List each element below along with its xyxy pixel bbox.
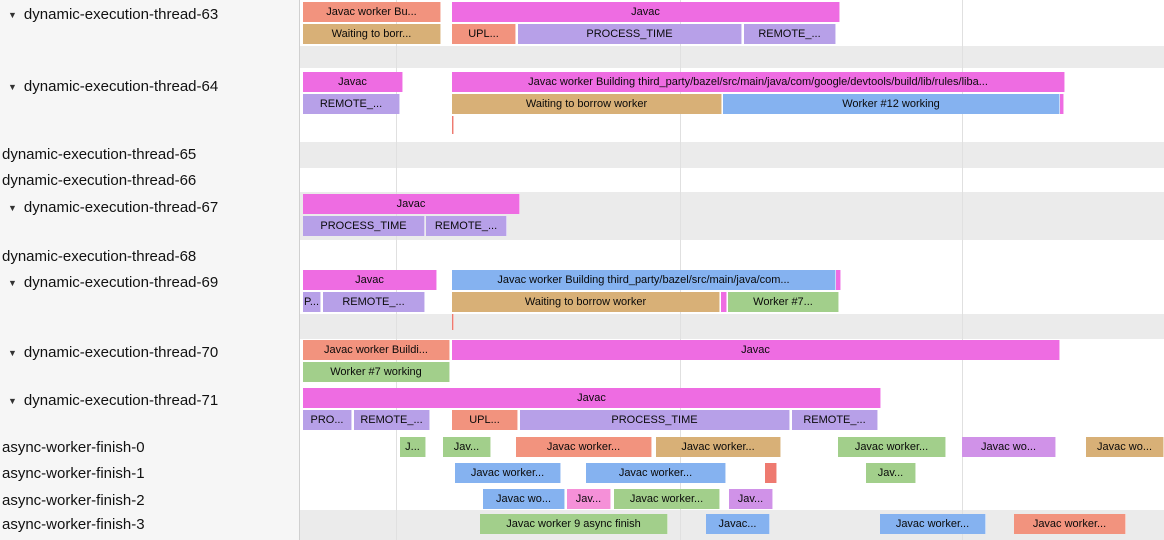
track-row[interactable]: async-worker-finish-0 [0, 437, 299, 459]
trace-slice-sliver[interactable] [721, 292, 727, 312]
trace-slice[interactable]: REMOTE_... [354, 410, 430, 430]
trace-slice[interactable]: Javac... [706, 514, 770, 534]
trace-slice[interactable]: Worker #7 working [303, 362, 450, 382]
track-row[interactable]: ▼ dynamic-execution-thread-67 [0, 197, 299, 219]
row-band [300, 142, 1164, 168]
trace-slice[interactable]: Javac [452, 2, 840, 22]
track-label: dynamic-execution-thread-64 [23, 78, 219, 95]
trace-slice[interactable]: Jav... [729, 489, 773, 509]
trace-slice[interactable]: Javac worker... [880, 514, 986, 534]
track-row[interactable]: async-worker-finish-2 [0, 490, 299, 512]
trace-slice[interactable]: Javac [303, 388, 881, 408]
trace-slice[interactable]: PROCESS_TIME [303, 216, 425, 236]
track-row[interactable]: ▼ dynamic-execution-thread-63 [0, 4, 299, 26]
trace-slice[interactable]: Javac worker Building third_party/bazel/… [452, 72, 1065, 92]
trace-slice[interactable]: Javac wo... [483, 489, 565, 509]
trace-slice[interactable]: Javac worker... [614, 489, 720, 509]
trace-slice[interactable]: P... [303, 292, 321, 312]
trace-slice[interactable]: Jav... [866, 463, 916, 483]
row-band [300, 46, 1164, 68]
trace-slice[interactable]: Javac [303, 194, 520, 214]
trace-slice[interactable]: Jav... [567, 489, 611, 509]
trace-slice[interactable]: Javac worker... [586, 463, 726, 483]
row-band [300, 314, 1164, 339]
trace-slice[interactable]: PROCESS_TIME [518, 24, 742, 44]
track-row[interactable]: dynamic-execution-thread-68 [0, 246, 299, 268]
disclosure-triangle-icon[interactable]: ▼ [8, 82, 17, 92]
trace-slice-sliver[interactable] [452, 116, 454, 134]
trace-slice[interactable]: Javac worker Buildi... [303, 340, 450, 360]
trace-slice[interactable]: Javac worker Building third_party/bazel/… [452, 270, 836, 290]
disclosure-triangle-icon[interactable]: ▼ [8, 10, 17, 20]
trace-slice[interactable]: Worker #7... [728, 292, 839, 312]
track-sidebar: ▼ dynamic-execution-thread-63 ▼ dynamic-exe… [0, 0, 300, 540]
track-row[interactable]: async-worker-finish-1 [0, 463, 299, 485]
track-row[interactable]: ▼ dynamic-execution-thread-69 [0, 272, 299, 294]
track-label: dynamic-execution-thread-65 [2, 146, 197, 163]
disclosure-triangle-icon[interactable]: ▼ [8, 396, 17, 406]
trace-slice[interactable]: J... [400, 437, 426, 457]
disclosure-triangle-icon[interactable]: ▼ [8, 203, 17, 213]
track-label: dynamic-execution-thread-71 [23, 392, 219, 409]
trace-slice[interactable]: Javac [303, 72, 403, 92]
track-label: dynamic-execution-thread-68 [2, 248, 197, 265]
track-label: dynamic-execution-thread-63 [23, 6, 219, 23]
track-row[interactable]: ▼ dynamic-execution-thread-64 [0, 76, 299, 98]
track-row[interactable]: ▼ dynamic-execution-thread-70 [0, 342, 299, 364]
trace-slice[interactable]: Javac [303, 270, 437, 290]
trace-slice[interactable]: Javac worker... [656, 437, 781, 457]
track-label: dynamic-execution-thread-69 [23, 274, 219, 291]
trace-slice[interactable]: Javac [452, 340, 1060, 360]
track-label: dynamic-execution-thread-70 [23, 344, 219, 361]
track-label: dynamic-execution-thread-66 [2, 172, 197, 189]
trace-slice[interactable]: Javac worker... [455, 463, 561, 483]
trace-slice[interactable]: Waiting to borrow worker [452, 292, 720, 312]
trace-slice[interactable]: Javac worker... [838, 437, 946, 457]
trace-slice-sliver[interactable] [1060, 94, 1064, 114]
trace-slice[interactable]: REMOTE_... [426, 216, 507, 236]
trace-slice[interactable]: UPL... [452, 24, 516, 44]
trace-slice[interactable]: REMOTE_... [323, 292, 425, 312]
track-label: async-worker-finish-0 [2, 439, 145, 456]
trace-slice[interactable]: Javac wo... [962, 437, 1056, 457]
trace-slice[interactable]: Waiting to borrow worker [452, 94, 722, 114]
trace-slice[interactable]: PROCESS_TIME [520, 410, 790, 430]
time-gridline [962, 0, 963, 540]
trace-slice[interactable]: REMOTE_... [792, 410, 878, 430]
trace-slice-sliver[interactable] [765, 463, 777, 483]
track-row[interactable]: dynamic-execution-thread-66 [0, 170, 299, 192]
trace-slice-sliver[interactable] [452, 314, 454, 330]
trace-slice[interactable]: PRO... [303, 410, 352, 430]
trace-slice[interactable]: Waiting to borr... [303, 24, 441, 44]
trace-slice-sliver[interactable] [836, 270, 841, 290]
track-row[interactable]: ▼ dynamic-execution-thread-71 [0, 390, 299, 412]
trace-slice[interactable]: Jav... [443, 437, 491, 457]
trace-slice[interactable]: Javac worker... [516, 437, 652, 457]
trace-slice[interactable]: Javac worker 9 async finish [480, 514, 668, 534]
track-label: async-worker-finish-2 [2, 492, 145, 509]
trace-slice[interactable]: UPL... [452, 410, 518, 430]
track-label: dynamic-execution-thread-67 [23, 199, 219, 216]
track-label: async-worker-finish-3 [2, 516, 145, 533]
trace-slice[interactable]: Javac worker Bu... [303, 2, 441, 22]
track-row[interactable]: dynamic-execution-thread-65 [0, 144, 299, 166]
disclosure-triangle-icon[interactable]: ▼ [8, 278, 17, 288]
track-row[interactable]: async-worker-finish-3 [0, 514, 299, 536]
trace-slice[interactable]: Worker #12 working [723, 94, 1060, 114]
track-label: async-worker-finish-1 [2, 465, 145, 482]
disclosure-triangle-icon[interactable]: ▼ [8, 348, 17, 358]
trace-slice[interactable]: REMOTE_... [303, 94, 400, 114]
trace-slice[interactable]: Javac wo... [1086, 437, 1164, 457]
trace-slice[interactable]: REMOTE_... [744, 24, 836, 44]
trace-slice[interactable]: Javac worker... [1014, 514, 1126, 534]
